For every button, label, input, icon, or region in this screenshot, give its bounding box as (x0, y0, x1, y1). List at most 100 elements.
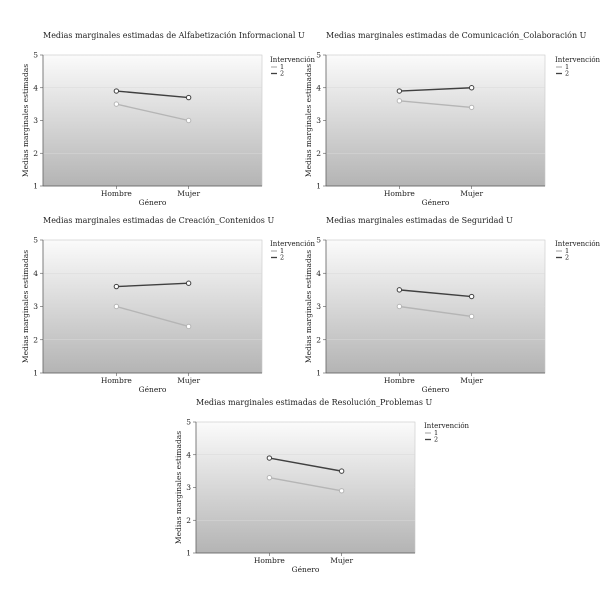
y-tick-label: 4 (316, 269, 321, 278)
legend-item-1: 1 (565, 63, 569, 71)
chart-panel-1: Medias marginales estimadas de Alfabetiz… (21, 31, 316, 207)
y-tick-label: 2 (316, 335, 321, 344)
data-point-2-mujer (185, 94, 192, 101)
data-point-2-hombre (396, 287, 403, 293)
y-tick-label: 3 (33, 116, 38, 125)
x-tick-label: Mujer (177, 189, 200, 198)
y-tick-label: 3 (316, 116, 321, 125)
data-point-1-mujer (468, 313, 475, 320)
legend-item-2: 2 (565, 70, 569, 78)
chart-panel-2: Medias marginales estimadas de Comunicac… (304, 31, 600, 207)
data-point-1-hombre (113, 101, 120, 107)
x-tick-label: Hombre (101, 189, 133, 198)
data-point-2-hombre (113, 88, 120, 94)
data-point-1-hombre (396, 303, 403, 310)
y-tick-label: 4 (33, 269, 38, 278)
legend-item-1: 1 (565, 247, 569, 255)
y-tick-label: 1 (316, 369, 321, 378)
data-point-2-mujer (468, 293, 475, 300)
data-point-2-hombre (396, 88, 403, 94)
y-tick-label: 1 (316, 182, 321, 191)
chart-panel-3: Medias marginales estimadas de Creación_… (21, 216, 316, 394)
series-line-1 (399, 305, 472, 318)
series-line-1 (116, 305, 189, 328)
legend-item-2: 2 (434, 436, 438, 444)
legend-item-1: 1 (280, 63, 284, 71)
series-line-1 (269, 476, 342, 492)
y-tick-label: 5 (186, 418, 191, 427)
y-tick-label: 5 (33, 51, 38, 60)
data-point-1-hombre (113, 303, 120, 310)
chart-title: Medias marginales estimadas de Seguridad… (326, 216, 513, 225)
data-point-2-mujer (338, 468, 345, 474)
y-axis-label: Medias marginales estimadas (21, 250, 30, 363)
legend-title: Intervención (555, 240, 600, 248)
data-point-1-mujer (185, 323, 192, 330)
y-axis-label: Medias marginales estimadas (21, 64, 30, 177)
y-tick-label: 5 (316, 51, 321, 60)
x-tick-label: Mujer (460, 376, 483, 385)
y-axis-label: Medias marginales estimadas (174, 431, 183, 544)
y-tick-label: 1 (33, 369, 38, 378)
y-tick-label: 2 (33, 149, 38, 158)
data-point-2-mujer (185, 280, 192, 286)
x-tick-label: Mujer (330, 556, 353, 565)
legend-title: Intervención (555, 56, 600, 64)
y-axis-label: Medias marginales estimadas (304, 64, 313, 177)
data-point-1-mujer (338, 488, 345, 494)
series-line-2 (269, 457, 342, 472)
y-tick-label: 3 (186, 483, 191, 492)
series-line-1 (116, 103, 189, 122)
y-tick-label: 2 (316, 149, 321, 158)
data-point-1-mujer (185, 117, 192, 124)
x-tick-label: Mujer (177, 376, 200, 385)
data-point-2-hombre (113, 283, 120, 290)
legend-item-2: 2 (280, 254, 284, 262)
x-tick-label: Mujer (460, 189, 483, 198)
series-line-2 (116, 282, 189, 288)
x-axis-label: Género (139, 385, 167, 394)
series-line-2 (116, 90, 189, 99)
series-line-2 (399, 87, 472, 92)
legend-title: Intervención (270, 56, 316, 64)
series-line-1 (399, 100, 472, 109)
y-tick-label: 4 (186, 450, 191, 459)
data-point-1-hombre (266, 474, 273, 481)
y-tick-label: 3 (33, 302, 38, 311)
y-tick-label: 1 (186, 549, 191, 558)
data-point-1-mujer (468, 104, 475, 111)
chart-title: Medias marginales estimadas de Creación_… (43, 216, 274, 225)
x-tick-label: Hombre (384, 376, 416, 385)
y-tick-label: 4 (316, 83, 321, 92)
legend-item-2: 2 (565, 254, 569, 262)
data-point-2-mujer (468, 85, 475, 91)
legend-item-1: 1 (280, 247, 284, 255)
legend-item-2: 2 (280, 70, 284, 78)
data-point-1-hombre (396, 98, 403, 104)
chart-title: Medias marginales estimadas de Alfabetiz… (43, 31, 305, 40)
x-axis-label: Género (422, 198, 450, 207)
x-axis-label: Género (139, 198, 167, 207)
y-axis-label: Medias marginales estimadas (304, 250, 313, 363)
data-point-2-hombre (266, 455, 273, 461)
y-tick-label: 5 (33, 236, 38, 245)
legend-item-1: 1 (434, 429, 438, 437)
x-axis-label: Género (422, 385, 450, 394)
chart-title: Medias marginales estimadas de Comunicac… (326, 31, 587, 40)
y-tick-label: 3 (316, 302, 321, 311)
y-tick-label: 4 (33, 83, 38, 92)
x-tick-label: Hombre (101, 376, 133, 385)
chart-panel-5: Medias marginales estimadas de Resolució… (174, 398, 470, 574)
x-tick-label: Hombre (254, 556, 286, 565)
y-tick-label: 2 (33, 335, 38, 344)
legend-title: Intervención (424, 422, 470, 430)
y-tick-label: 1 (33, 182, 38, 191)
chart-title: Medias marginales estimadas de Resolució… (196, 398, 432, 407)
y-tick-label: 2 (186, 516, 191, 525)
x-tick-label: Hombre (384, 189, 416, 198)
x-axis-label: Género (292, 565, 320, 574)
legend-title: Intervención (270, 240, 316, 248)
series-line-2 (399, 289, 472, 298)
y-tick-label: 5 (316, 236, 321, 245)
